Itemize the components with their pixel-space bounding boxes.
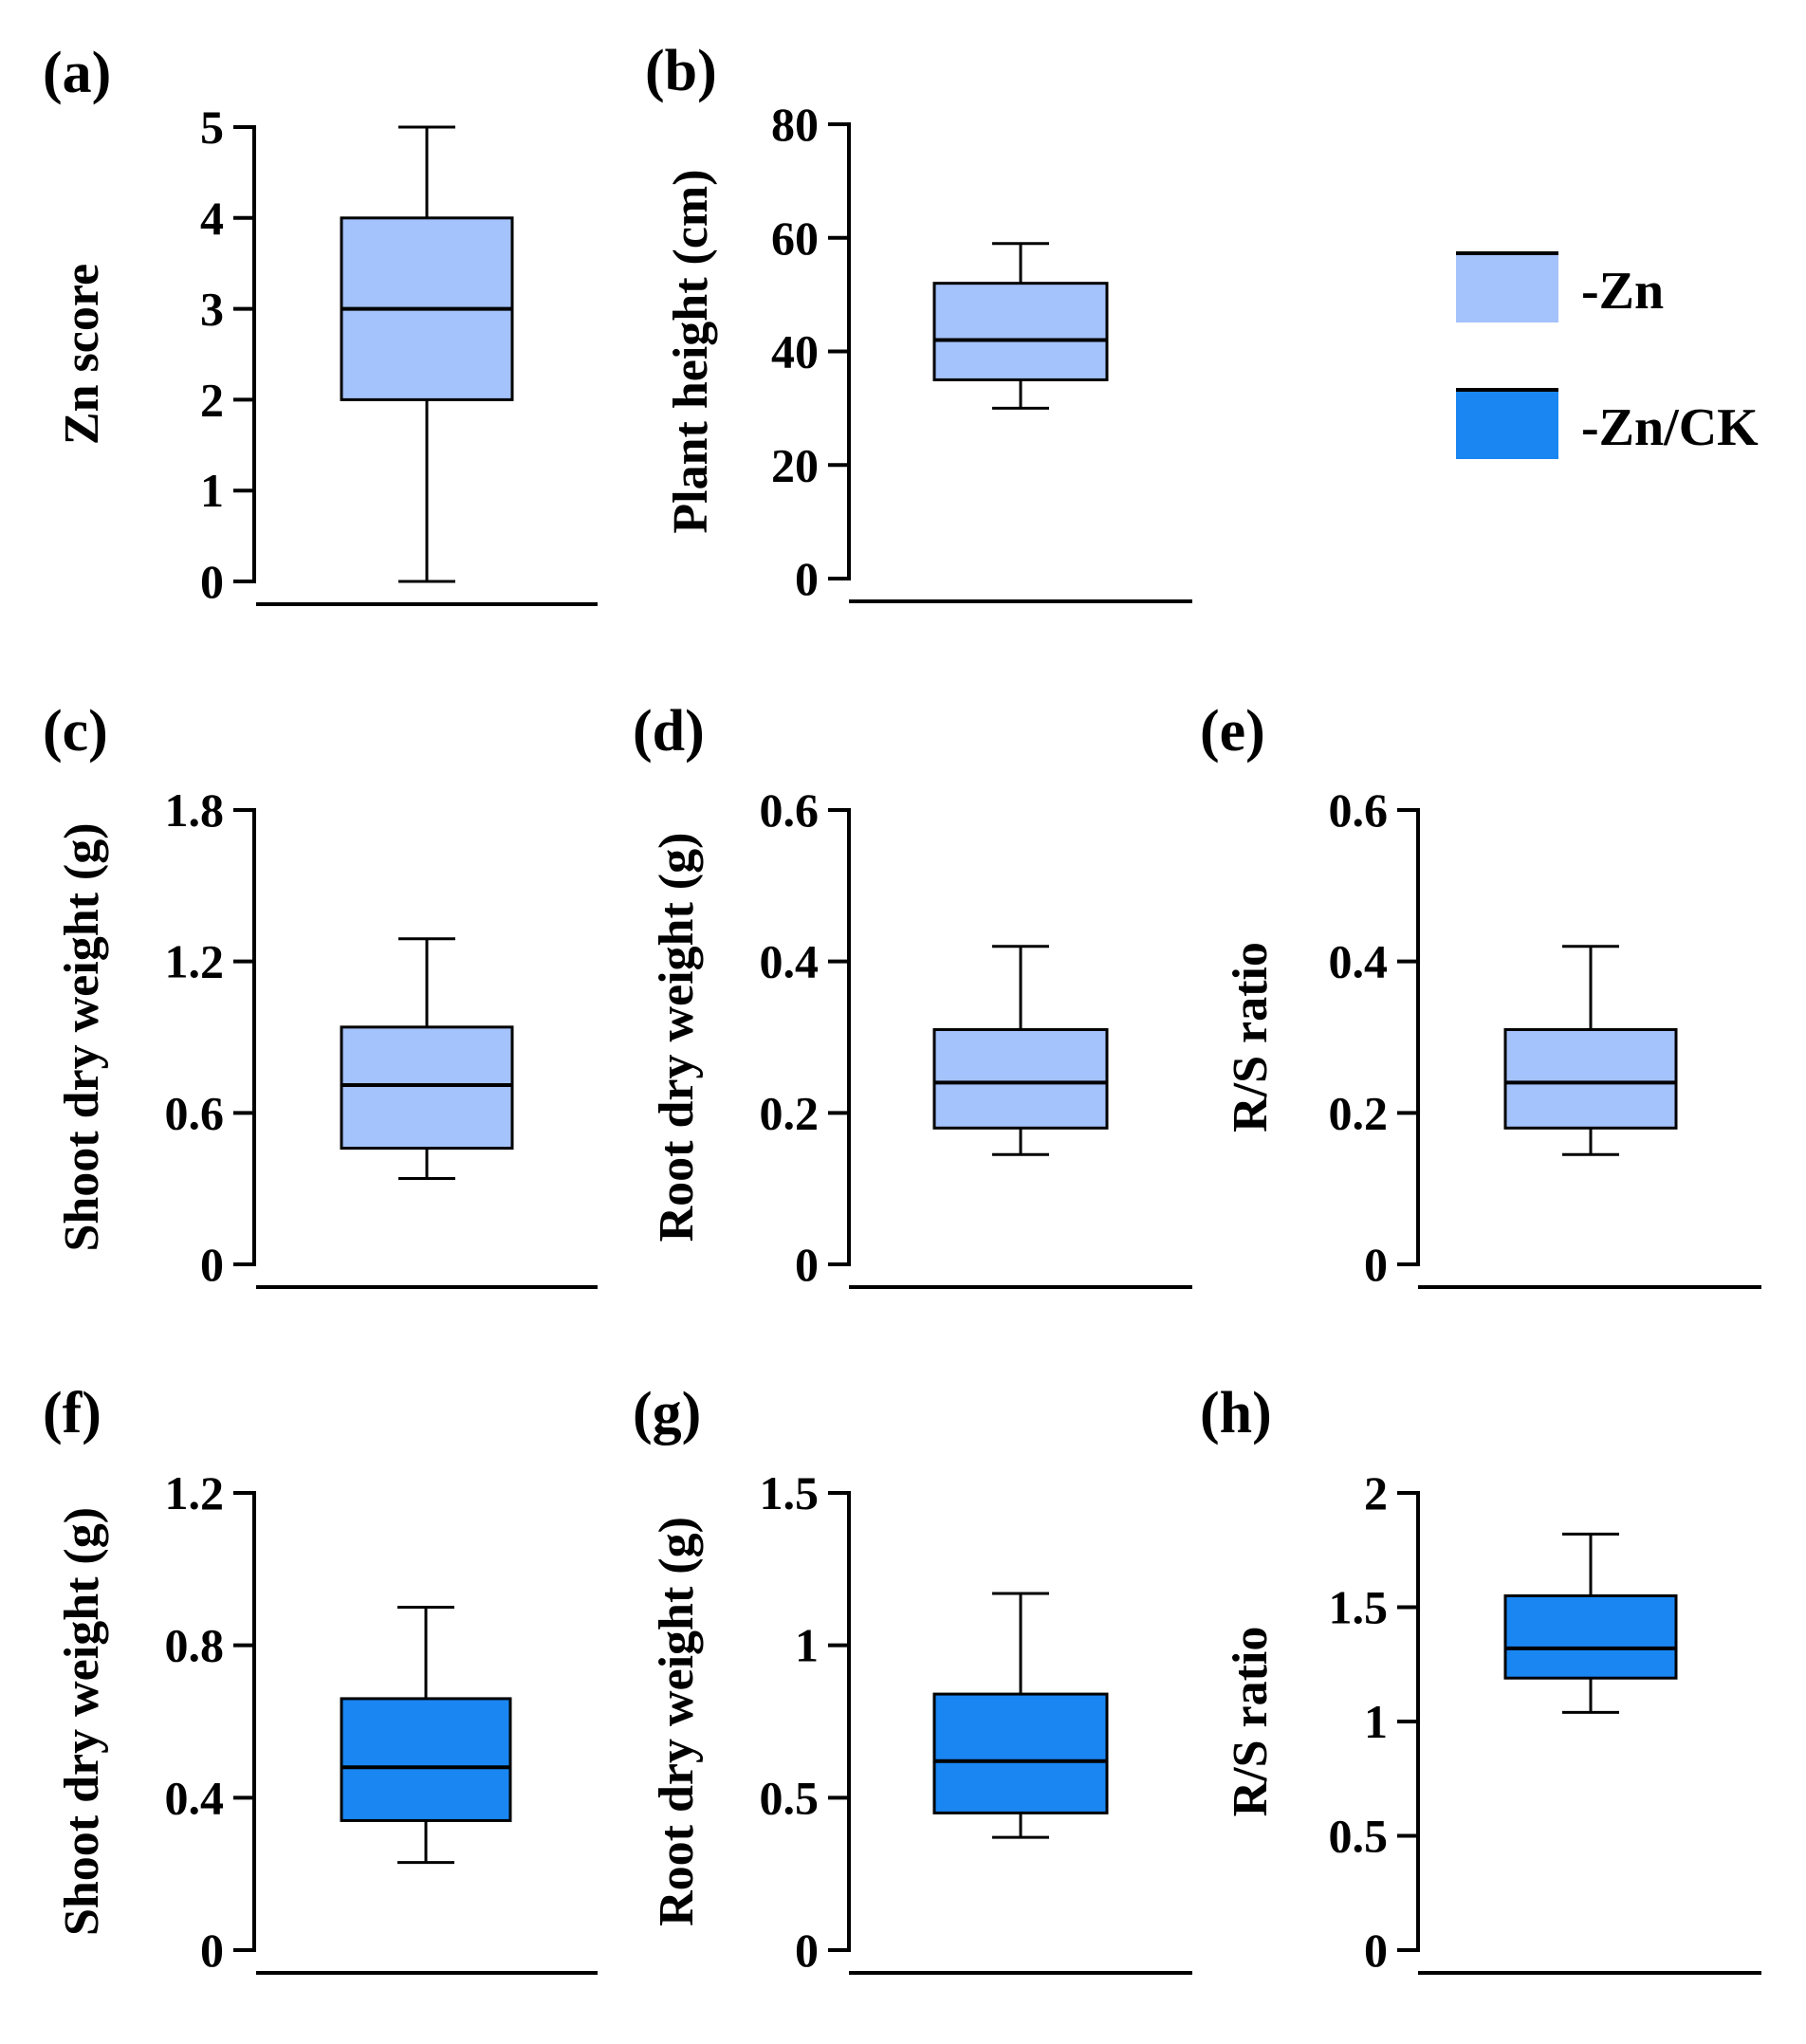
y-tick-label: 0.4 <box>760 935 820 988</box>
legend-label-zn-ck: -Zn/CK <box>1581 398 1759 457</box>
y-axis-title: Root dry weight (g) <box>650 1517 704 1926</box>
legend: -Zn -Zn/CK <box>1456 251 1759 459</box>
legend-item-zn: -Zn <box>1456 251 1664 322</box>
panel-d: (d) 0 0.2 0.4 0.6 Root dry weight (g) <box>633 699 1192 1291</box>
box-plot <box>340 937 514 1181</box>
iqr-box <box>932 1028 1109 1130</box>
panel-label: (g) <box>633 1381 701 1446</box>
y-tick-label: 0 <box>795 552 819 605</box>
box-plot <box>932 945 1109 1156</box>
legend-label-zn: -Zn <box>1581 262 1664 321</box>
iqr-box <box>1503 1593 1678 1680</box>
iqr-box <box>932 282 1109 381</box>
y-tick-label: 0.6 <box>1329 783 1389 837</box>
box-plot <box>340 125 514 583</box>
y-tick-label: 0.8 <box>165 1619 225 1672</box>
y-tick-label: 1.5 <box>1329 1581 1389 1634</box>
y-tick-label: 60 <box>771 212 819 265</box>
legend-item-zn-ck: -Zn/CK <box>1456 388 1759 459</box>
panel-g: (g) 0 0.5 1 1.5 Root dry weight (g) <box>633 1381 1192 1977</box>
y-axis-title: Zn score <box>55 264 109 445</box>
y-tick-label: 4 <box>200 192 224 245</box>
y-tick-label: 20 <box>771 438 819 491</box>
y-axis-title: Shoot dry weight (g) <box>55 822 109 1251</box>
y-tick-label: 1.5 <box>760 1466 820 1519</box>
y-tick-label: 0 <box>200 555 224 608</box>
y-tick-label: 5 <box>200 101 224 154</box>
box-plot <box>932 242 1109 410</box>
panel-a: (a) 0 1 2 3 4 5 Zn score <box>43 41 598 608</box>
y-axis-title: Shoot dry weight (g) <box>55 1507 109 1936</box>
y-tick-label: 40 <box>771 325 819 378</box>
legend-swatch-zn <box>1456 252 1558 322</box>
panel-b: (b) 0 20 40 60 80 Plant height (cm) <box>645 39 1192 605</box>
panel-label: (d) <box>633 699 705 764</box>
panel-e: (e) 0 0.2 0.4 0.6 R/S ratio <box>1200 699 1761 1291</box>
y-tick-label: 0 <box>1364 1238 1388 1291</box>
panel-label: (h) <box>1200 1381 1272 1446</box>
y-tick-label: 0.6 <box>165 1086 225 1139</box>
panel-label: (c) <box>43 699 108 764</box>
panel-label: (f) <box>43 1381 101 1446</box>
y-tick-label: 0.2 <box>760 1086 820 1139</box>
y-tick-label: 1.2 <box>165 935 225 988</box>
y-tick-label: 0 <box>795 1924 819 1977</box>
iqr-box <box>340 1697 512 1822</box>
y-tick-label: 0.2 <box>1329 1086 1389 1139</box>
panel-h: (h) 0 0.5 1 1.5 2 R/S ratio <box>1200 1381 1761 1977</box>
panel-c: (c) 0 0.6 1.2 1.8 Shoot dry weight (g) <box>43 699 598 1291</box>
y-tick-label: 1.8 <box>165 783 225 837</box>
y-tick-label: 0.4 <box>165 1771 225 1824</box>
y-tick-label: 0.5 <box>1329 1810 1389 1863</box>
iqr-box <box>1503 1028 1678 1130</box>
y-tick-label: 0.6 <box>760 783 820 837</box>
iqr-box <box>340 1025 514 1151</box>
y-axis-title: Plant height (cm) <box>664 169 718 533</box>
y-tick-label: 2 <box>200 373 224 426</box>
y-tick-label: 0 <box>200 1238 224 1291</box>
box-plot <box>1503 1532 1678 1714</box>
y-tick-label: 1 <box>1364 1695 1388 1748</box>
box-plot <box>932 1592 1109 1839</box>
y-axis-title: R/S ratio <box>1224 942 1278 1132</box>
y-tick-label: 1.2 <box>165 1466 225 1519</box>
panel-label: (b) <box>645 39 717 103</box>
y-tick-label: 2 <box>1364 1466 1388 1519</box>
y-tick-label: 0 <box>795 1238 819 1291</box>
box-plot <box>1503 945 1678 1156</box>
legend-swatch-zn-ck <box>1456 389 1558 459</box>
y-tick-label: 3 <box>200 283 224 336</box>
panel-label: (e) <box>1200 699 1265 764</box>
y-tick-label: 1 <box>795 1619 819 1672</box>
y-axis-title: R/S ratio <box>1224 1627 1278 1817</box>
panel-f: (f) 0 0.4 0.8 1.2 Shoot dry weight (g) <box>43 1381 598 1977</box>
y-tick-label: 0.4 <box>1329 935 1389 988</box>
y-tick-label: 1 <box>200 464 224 517</box>
y-tick-label: 0 <box>200 1924 224 1977</box>
panel-label: (a) <box>43 41 111 105</box>
y-axis-title: Root dry weight (g) <box>650 833 704 1243</box>
y-tick-label: 0 <box>1364 1924 1388 1977</box>
y-tick-label: 0.5 <box>760 1771 820 1824</box>
iqr-box <box>932 1692 1109 1814</box>
box-plot <box>340 1606 512 1865</box>
y-tick-label: 80 <box>771 98 819 151</box>
